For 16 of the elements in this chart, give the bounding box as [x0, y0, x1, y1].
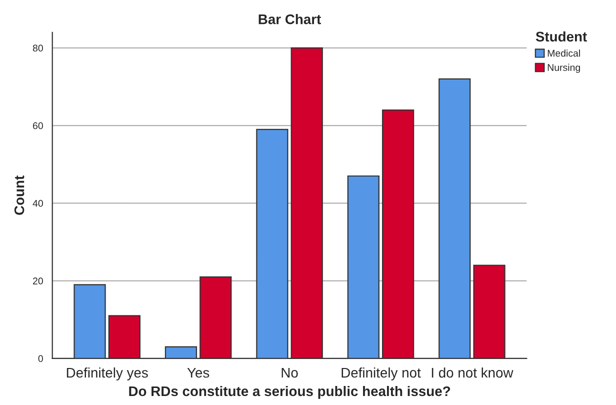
x-tick-label: I do not know: [432, 367, 514, 378]
y-tick-label: 40: [32, 200, 43, 207]
x-tick-label: Yes: [187, 368, 210, 378]
x-axis-title: Do RDs constitute a serious public health issue?: [129, 386, 450, 399]
legend-title: Student: [536, 31, 587, 42]
x-tick-label: Definitely not: [342, 367, 421, 380]
x-tick-label: Definitely yes: [66, 367, 148, 380]
y-tick-label: 0: [38, 355, 43, 362]
legend-label: Nursing: [548, 64, 580, 73]
y-tick-label: 20: [33, 278, 43, 284]
y-tick-label: 60: [33, 122, 43, 130]
chart-title: Bar Chart: [258, 14, 321, 24]
legend-label: Medical: [548, 50, 580, 57]
y-tick-label: 80: [32, 44, 43, 52]
x-tick-label: No: [282, 368, 298, 378]
y-axis-title: Count: [14, 176, 24, 215]
